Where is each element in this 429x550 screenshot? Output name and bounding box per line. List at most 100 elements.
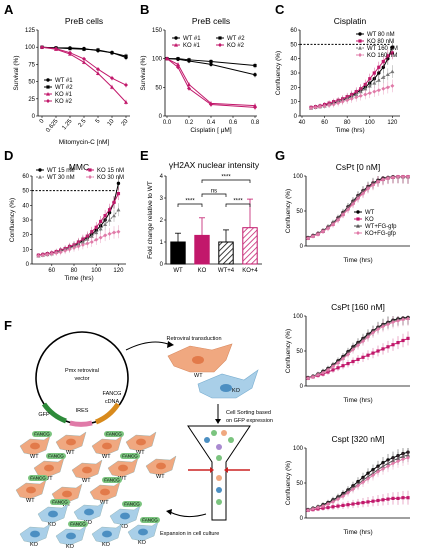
y-tick-label: 10 — [22, 247, 29, 253]
x-tick-label: KO — [198, 268, 207, 274]
x-tick-label: 80 — [344, 120, 351, 126]
data-point — [54, 46, 58, 51]
legend-marker — [218, 43, 222, 47]
legend-marker — [38, 175, 42, 179]
data-point — [89, 240, 94, 244]
cell-label: KO — [66, 544, 75, 550]
y-tick-label: 20 — [22, 233, 29, 239]
chart-title: PreB cells — [65, 16, 103, 26]
data-point — [351, 359, 355, 364]
fancg-tag: FANCG — [30, 476, 46, 481]
y-tick-label: 50 — [28, 80, 35, 86]
data-point — [311, 234, 315, 239]
data-point — [336, 218, 340, 223]
bar — [242, 227, 258, 265]
data-point — [346, 503, 350, 507]
series-ko-fg-gfp — [306, 316, 410, 381]
fancg-tag: FANCG — [70, 522, 86, 527]
data-point — [187, 82, 191, 87]
cell-label: WT — [44, 476, 53, 482]
data-point — [346, 352, 350, 357]
cell-nucleus — [136, 438, 146, 446]
data-point — [331, 364, 335, 369]
sorted-dot — [221, 430, 227, 436]
legend-marker — [358, 53, 362, 57]
gfp-label: GFP — [38, 412, 50, 418]
series-ko-fg-gfp — [306, 450, 410, 513]
data-point — [68, 50, 72, 55]
x-tick-label: 10 — [107, 118, 116, 127]
data-point — [381, 177, 385, 182]
expansion-arrowhead — [166, 509, 172, 515]
data-point — [401, 317, 405, 322]
data-point — [363, 92, 368, 97]
x-tick-label: 80 — [71, 268, 78, 274]
y-tick-label: 50 — [22, 189, 29, 195]
cell-label: WT — [102, 454, 111, 460]
data-point — [331, 505, 335, 509]
data-point — [366, 476, 370, 481]
sorted-dot — [211, 430, 217, 436]
y-tick-label: 100 — [152, 57, 163, 63]
y-tick-label: 25 — [28, 97, 35, 103]
data-point — [316, 505, 320, 510]
data-point — [116, 207, 121, 212]
data-point — [367, 91, 372, 96]
data-point — [331, 499, 335, 504]
cell: WT FANCG — [19, 431, 52, 460]
data-point — [116, 192, 121, 196]
legend-marker — [358, 46, 362, 50]
x-tick-label: 20 — [121, 118, 130, 127]
cell: KO FANCG — [109, 501, 142, 530]
legend-marker — [38, 168, 42, 172]
cell-label: WT — [118, 476, 127, 482]
y-tick-label: 3 — [160, 196, 164, 202]
fancg-tag: FANCG — [34, 432, 50, 437]
data-point — [82, 60, 86, 64]
data-point — [209, 59, 213, 64]
y-tick-label: 0 — [300, 384, 304, 390]
panel-letter-e: E — [140, 148, 149, 163]
y-tick-label: 4 — [160, 174, 164, 180]
legend-label: KO #1 — [183, 43, 201, 49]
data-point — [366, 335, 370, 339]
data-point — [116, 181, 121, 186]
legend-label: KO #1 — [55, 92, 73, 98]
data-point — [112, 200, 116, 204]
chart-title: γH2AX nuclear intensity — [169, 160, 260, 170]
x-tick-label: 0.625 — [45, 118, 60, 134]
chart-b-cisplatin-survival: PreB cells 0 50 100 150 0.0 0.2 0.4 0.6 0.8 Cispla… — [140, 16, 260, 134]
data-point — [253, 105, 257, 110]
chart-title: CsPt [0 nM] — [336, 162, 380, 172]
bar — [170, 241, 186, 265]
panel-letter-a: A — [4, 2, 14, 17]
data-point — [367, 83, 372, 88]
cell-label: WT — [30, 454, 39, 460]
ko-nucleus — [220, 384, 232, 392]
data-point — [376, 498, 380, 503]
legend-label: KO+FG-gfp — [365, 231, 397, 237]
data-point — [96, 67, 100, 72]
data-point — [356, 483, 360, 488]
x-tick-label: KO+4 — [242, 268, 258, 274]
data-point — [385, 72, 390, 77]
x-axis-label: Time (hrs) — [343, 257, 372, 264]
data-point — [401, 457, 405, 462]
data-point — [363, 86, 368, 91]
transduction-arrow — [125, 341, 169, 351]
data-point — [336, 497, 340, 502]
data-point — [318, 104, 323, 109]
legend-label: WT 15 nM — [47, 168, 75, 174]
data-point — [67, 247, 72, 252]
data-point — [376, 349, 380, 353]
data-point — [356, 501, 360, 505]
x-tick-label: 2.5 — [78, 118, 88, 129]
legend-marker — [46, 78, 50, 82]
data-point — [396, 174, 400, 179]
legend-label: WT 30 nM — [47, 175, 75, 181]
y-axis-label: Fold change relative to WT — [147, 181, 154, 259]
data-point — [89, 234, 94, 238]
